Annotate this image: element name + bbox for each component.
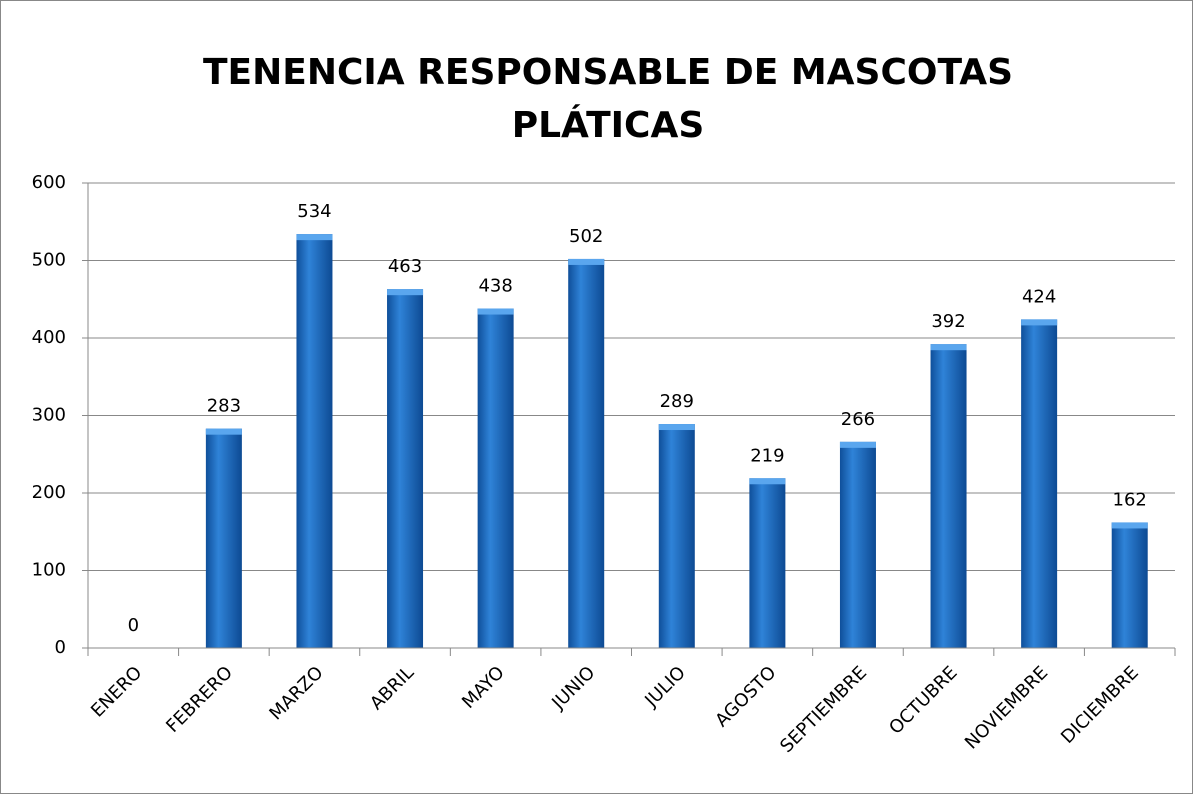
y-tick-label: 600 [32,172,66,193]
bar-cap [387,289,424,296]
bar-cap [205,428,242,435]
data-label: 502 [569,226,603,247]
bar-cap [1111,522,1148,529]
bar [1021,319,1058,648]
bar [568,258,605,648]
data-label: 463 [388,256,422,277]
bar [1111,522,1148,648]
bar [477,308,514,648]
bar-cap [749,478,786,485]
bar-cap [477,308,514,315]
data-label: 283 [207,396,241,417]
bar [749,478,786,648]
data-label: 219 [750,445,784,466]
bar-cap [658,424,695,431]
data-label: 162 [1113,489,1147,510]
bar-cap [930,344,967,351]
y-tick-label: 100 [32,560,66,581]
y-tick-label: 400 [32,327,66,348]
data-label: 0 [128,615,139,636]
chart-title: TENENCIA RESPONSABLE DE MASCOTAS [203,52,1013,93]
bar-cap [839,441,876,448]
bar [205,428,242,648]
data-label: 438 [478,276,512,297]
y-tick-label: 0 [55,637,66,658]
bar-cap [568,258,605,265]
bar [387,289,424,648]
data-label: 424 [1022,286,1056,307]
bar [296,234,333,648]
data-label: 534 [297,201,331,222]
bar [930,344,967,648]
data-label: 289 [660,391,694,412]
data-label: 392 [931,311,965,332]
y-tick-label: 500 [32,250,66,271]
bar [658,424,695,648]
bar-cap [296,234,333,241]
data-label: 266 [841,409,875,430]
bar-cap [1021,319,1058,326]
bar [839,441,876,648]
y-tick-label: 200 [32,482,66,503]
y-tick-label: 300 [32,405,66,426]
chart-title: PLÁTICAS [512,104,705,146]
